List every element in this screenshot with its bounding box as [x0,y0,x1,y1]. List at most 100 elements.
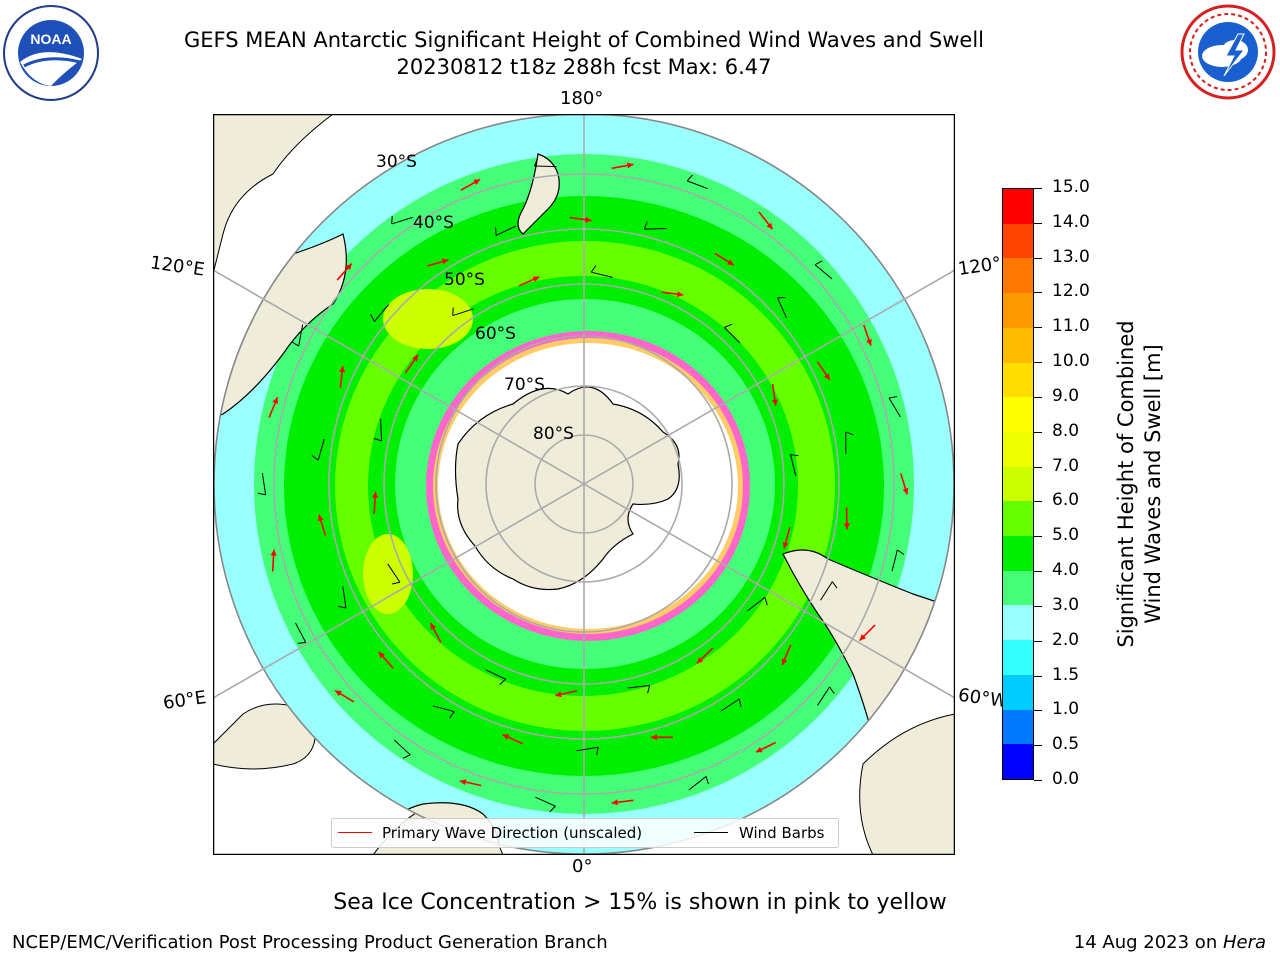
wind-barb [591,271,613,278]
footer-host: Hera [1222,932,1266,953]
wind-barb [576,746,599,752]
colorbar-tick-mark [1034,745,1042,747]
colorbar-tick-mark [1034,640,1042,642]
wind-barb [820,581,833,601]
colorbar-label-line1: Significant Height of Combined [1114,320,1138,648]
wind-barb [295,622,307,643]
wind-barb [452,308,474,317]
wave-arrow-head [317,514,324,522]
wind-barb [393,739,411,756]
wind-barb-feather [596,747,599,756]
lat-label-70: 70°S [504,375,545,395]
colorbar-segment [1003,362,1033,398]
wave-arrow-head [755,746,763,753]
wind-barb-feather [449,711,455,719]
colorbar-segment [1003,744,1033,779]
wind-barb [724,327,741,344]
colorbar-label: Significant Height of Combined Wind Wave… [1113,264,1167,704]
colorbar-tick-label: 1.5 [1052,664,1080,685]
wind-barb-feather [829,686,835,694]
wave-arrow-head [412,354,419,362]
wave-arrow-head [781,658,788,666]
wave-arrow-head [843,523,850,530]
colorbar-segment [1003,640,1033,675]
noaa-logo: NOAA [2,4,100,102]
lon-label-left-lower: 60°E [161,687,208,714]
wind-barb-feather [705,776,709,785]
colorbar-tick-label: 4.0 [1052,560,1080,581]
wind-barb-feather [311,454,319,461]
wind-barb-feather [738,698,742,707]
wind-barb-feather [495,227,497,236]
wind-barbs [257,158,905,813]
colorbar-tick-mark [1034,501,1042,503]
colorbar-tick-label: 13.0 [1052,246,1090,267]
legend-swatch-primary-wave [338,832,372,833]
wave-arrow-head [502,734,510,740]
wind-barb [814,264,833,280]
wind-barb [747,596,766,612]
wind-barb-feather [402,754,411,759]
wind-barb [720,698,740,712]
colorbar-tick-mark [1034,188,1042,189]
wave-arrow-head [378,651,385,659]
colorbar-tick-label: 1.0 [1052,699,1080,720]
wave-arrow-head [270,549,277,556]
wind-barb [627,685,650,689]
wind-barb [317,438,325,461]
colorbar-tick-mark [1034,431,1042,433]
colorbar-segment [1003,397,1033,432]
colorbar-segment [1003,189,1033,224]
colorbar-segment [1003,536,1033,571]
wave-arrow-head [345,263,352,271]
wave-arrow-head [766,222,773,230]
wave-arrow-head [771,399,778,406]
wave-direction-arrows [268,162,909,806]
wind-barb-feather [831,581,838,589]
wind-barb-feather [897,549,905,555]
wave-arrow-head [532,276,540,282]
wind-barb [688,776,707,791]
sea-ice-note: Sea Ice Concentration > 15% is shown in … [333,890,947,915]
legend-wind-barbs-label: Wind Barbs [739,824,825,842]
wave-arrow-head [335,690,342,697]
wind-barb-feather [373,437,382,442]
wind-barb [888,397,901,418]
map-legend: Primary Wave Direction (unscaled) Wind B… [331,818,839,848]
wind-barb-feather [845,431,854,436]
wind-barb-feather [392,581,401,585]
map-panel [212,113,956,856]
wave-arrow-head [555,691,562,698]
wind-barb-feather [291,341,299,347]
lat-label-50: 50°S [444,270,485,290]
wave-arrow-head [859,634,866,641]
land-antarctica [454,386,680,591]
colorbar-tick-label: 0.0 [1052,769,1080,789]
wave-arrow-head [473,179,481,185]
lon-label-top: 180° [560,88,604,109]
chart-subtitle: 20230812 t18z 288h fcst Max: 6.47 [396,55,772,79]
wind-barb [391,216,413,225]
wind-barb [644,228,667,230]
wind-barb-feather [549,805,556,813]
wave-arrow-head [430,623,437,630]
colorbar-tick-mark [1034,675,1042,677]
colorbar-tick-mark [1034,327,1042,329]
chart-title: GEFS MEAN Antarctic Significant Height o… [183,28,985,52]
wave-arrow-head [727,259,734,266]
wave-arrow-head [441,258,449,265]
wind-barb [387,563,401,583]
colorbar-tick-mark [1034,536,1042,538]
colorbar-segment [1003,431,1033,467]
wind-barb-feather [764,597,768,606]
colorbar-segment [1003,501,1033,537]
wind-barb-feather [391,215,393,224]
wave-max-area-2 [363,534,413,614]
colorbar-tick-mark [1034,710,1042,712]
wind-barb [817,686,830,706]
wind-barb [790,454,797,477]
wind-barb-feather [643,221,648,230]
wave-arrow-head [676,291,684,298]
wind-barb-feather [590,265,597,273]
colorbar-segment [1003,466,1033,502]
